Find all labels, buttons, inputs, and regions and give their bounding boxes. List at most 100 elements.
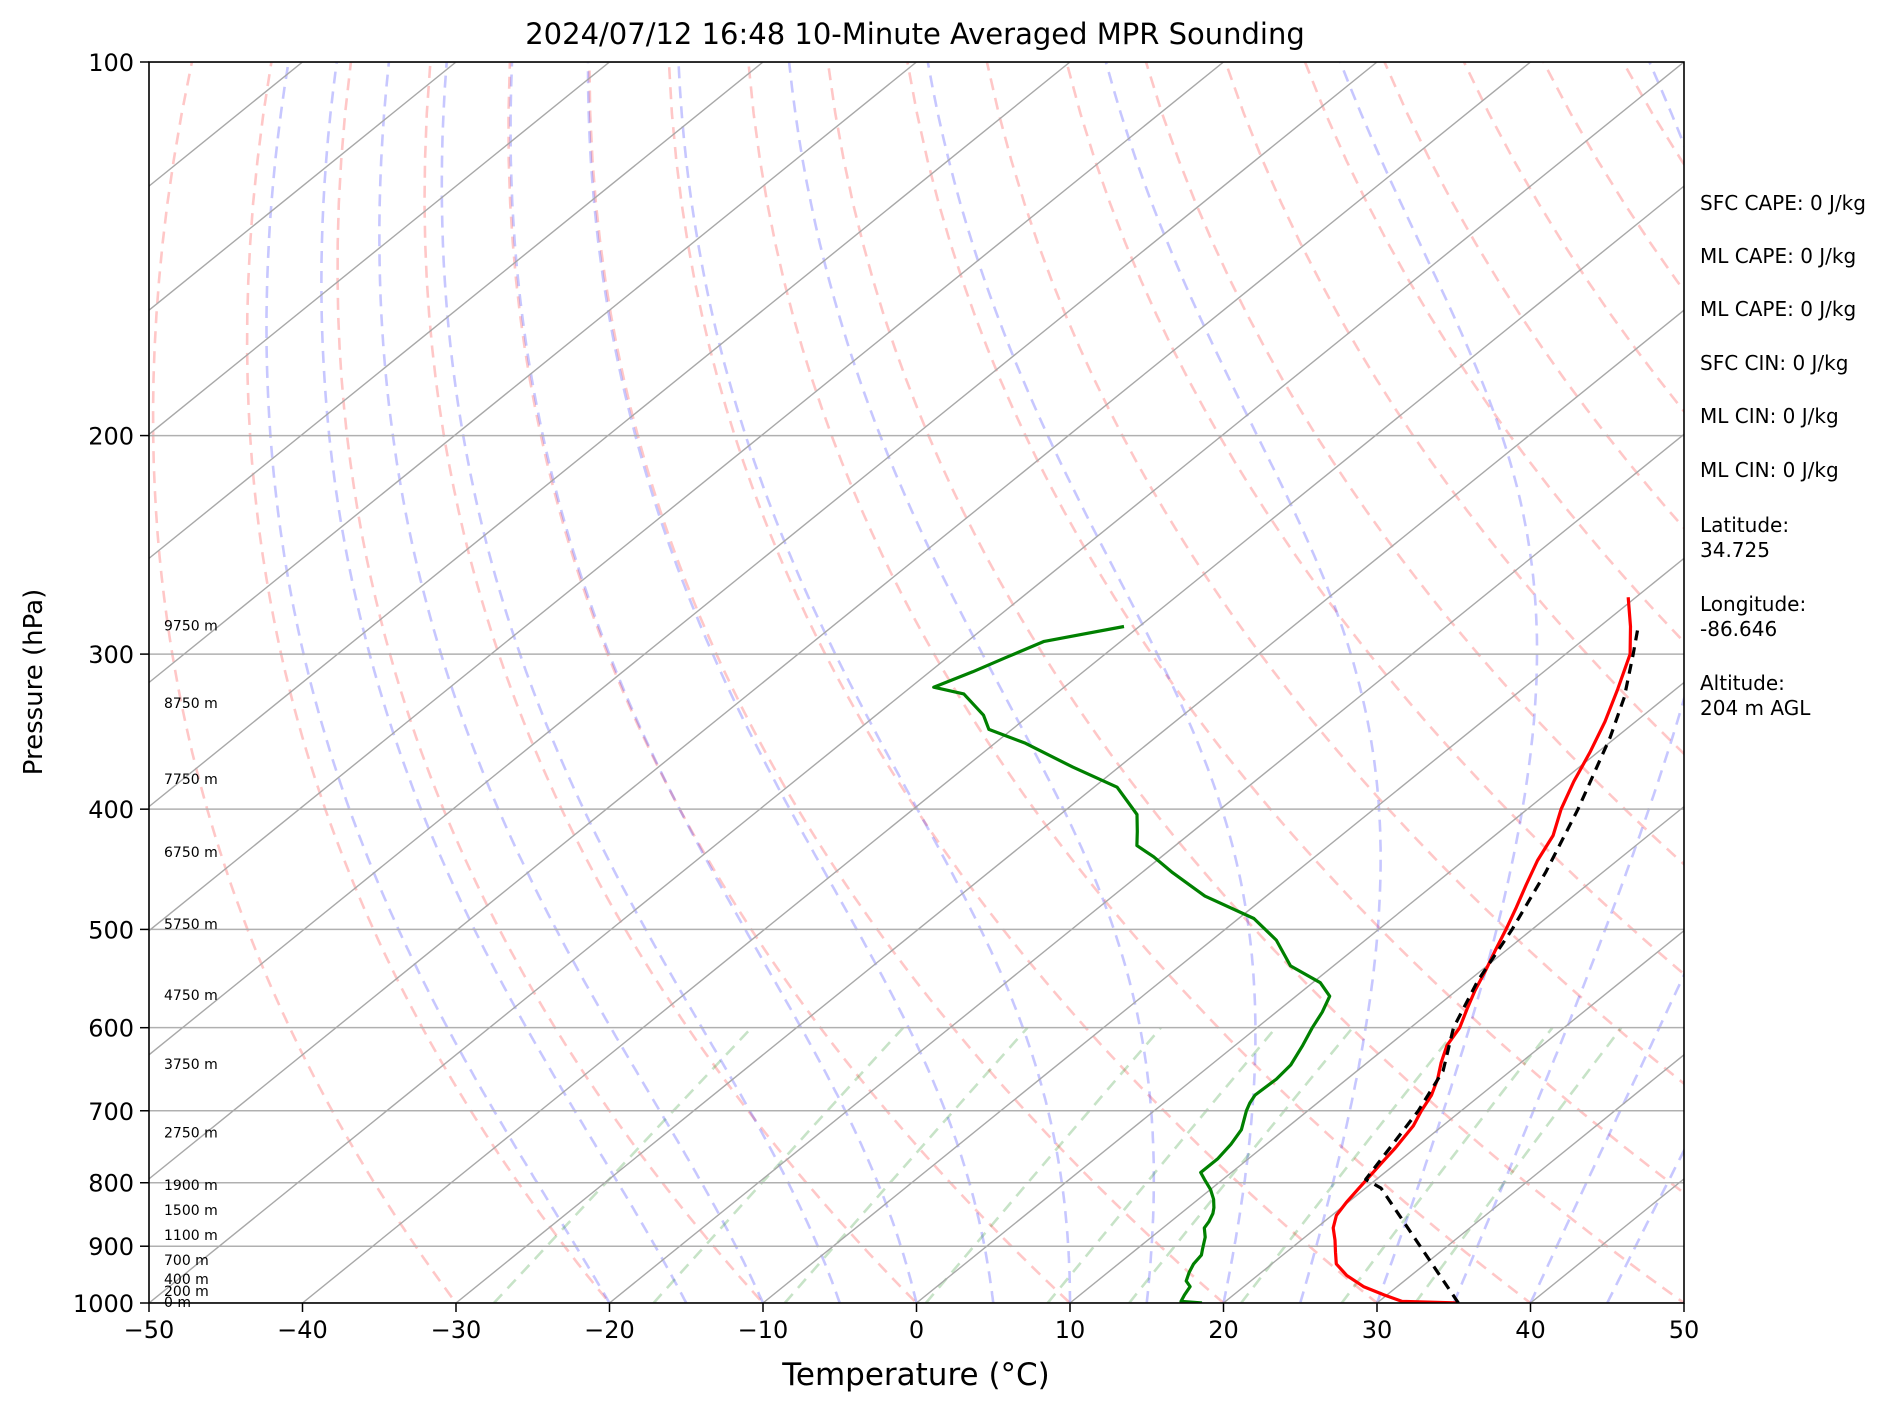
dry-adiabat [667,62,1380,1303]
moist-adiabat [1104,62,1382,1303]
y-axis-label: Pressure (hPa) [19,589,49,776]
isotherm-line [149,62,1684,1303]
temperature-line [1331,597,1633,1303]
isotherm-line [916,681,1684,1303]
y-tick-label: 500 [88,916,134,944]
isotherm-line [149,62,457,312]
moist-adiabat [586,62,995,1303]
isotherm-line [149,62,1531,1180]
y-axis-ticks: 100 200 300 400 500 600 700 800 900 1000 [73,49,149,1318]
dry-adiabat [747,62,1533,1303]
moist-adiabat [378,62,765,1303]
height-label: 3750 m [164,1057,218,1073]
height-label: 1900 m [164,1178,218,1194]
moist-adiabat [787,62,1156,1303]
dry-adiabat [1144,62,1684,867]
moist-adiabat [677,62,1072,1303]
height-label: 700 m [164,1253,209,1269]
moist-adiabat [320,62,688,1303]
height-label: 5750 m [164,917,218,933]
height-label: 2750 m [164,1125,218,1141]
mixing-ratio-line [783,1026,1029,1303]
x-tick-label: −20 [584,1316,635,1344]
y-tick-label: 300 [88,641,134,669]
moist-adiabat [1339,62,1539,1303]
chart-title: 2024/07/12 16:48 10-Minute Averaged MPR … [525,17,1305,51]
grid [149,62,1684,1303]
annotation-ml-cape-2: ML CAPE: 0 J/kg [1700,297,1856,321]
height-label: 9750 m [164,618,218,634]
dewpoint-line [932,624,1332,1303]
isotherm-line [149,62,917,684]
isotherm-line [1069,805,1684,1303]
annotation-latitude-label: Latitude: [1700,513,1789,537]
parcel-line [1364,626,1640,1303]
annotation-ml-cin-2: ML CIN: 0 J/kg [1700,458,1839,482]
isotherm-line [149,62,610,436]
x-axis-ticks: −50 −40 −30 −20 −10 0 10 20 30 40 50 [124,1303,1700,1344]
dry-adiabat [826,62,1684,1303]
moist-adiabat [926,62,1257,1303]
y-tick-label: 800 [88,1170,134,1198]
mixing-ratio-line [1046,1026,1277,1303]
dry-adiabat [507,62,1072,1303]
x-tick-label: 50 [1669,1316,1700,1344]
annotation-ml-cin: ML CIN: 0 J/kg [1700,404,1839,428]
annotation-sfc-cin: SFC CIN: 0 J/kg [1700,351,1848,375]
x-tick-label: 10 [1055,1316,1086,1344]
isotherm-line [1223,929,1684,1303]
y-tick-label: 900 [88,1233,134,1261]
annotation-latitude-value: 34.725 [1700,538,1770,562]
y-tick-label: 400 [88,796,134,824]
dry-adiabat [1224,62,1684,756]
annotation-ml-cape: ML CAPE: 0 J/kg [1700,244,1856,268]
isotherm-line [149,62,764,560]
height-label: 1500 m [164,1203,218,1219]
annotation-longitude-value: -86.646 [1700,617,1777,641]
x-tick-label: −30 [431,1316,482,1344]
isotherm-line [302,185,1684,1303]
dry-adiabat [245,62,612,1303]
height-label: 1100 m [164,1228,218,1244]
y-tick-label: 1000 [73,1290,134,1318]
isotherm-line [762,557,1684,1303]
height-label: 8750 m [164,696,218,712]
height-label: 4750 m [164,988,218,1004]
y-tick-label: 600 [88,1015,134,1043]
x-tick-label: 40 [1515,1316,1546,1344]
x-tick-label: −40 [277,1316,328,1344]
x-tick-label: −10 [738,1316,789,1344]
moist-adiabat [1452,62,1684,1303]
dry-adiabat [151,62,458,1303]
isotherm-line [1376,1053,1684,1303]
annotation-altitude-label: Altitude: [1700,671,1785,695]
mixing-ratio-line [1128,1026,1354,1303]
moist-adiabat [509,62,918,1303]
annotation-panel: SFC CAPE: 0 J/kg ML CAPE: 0 J/kg ML CAPE… [1700,191,1866,720]
isotherm-line [609,433,1684,1303]
height-label: 400 m [164,1272,209,1288]
moist-adiabat [440,62,842,1303]
y-tick-label: 100 [88,49,134,77]
height-label: 7750 m [164,772,218,788]
mixing-ratio-line [924,1026,1162,1303]
annotation-altitude-value: 204 m AGL [1700,696,1811,720]
annotation-longitude-label: Longitude: [1700,592,1806,616]
dry-adiabat [906,62,1684,1195]
height-label: 0 m [164,1295,191,1311]
moist-adiabat [265,62,611,1303]
height-label: 6750 m [164,845,218,861]
isotherm-line [455,309,1684,1303]
y-tick-label: 200 [88,423,134,451]
x-axis-label: Temperature (°C) [781,1357,1050,1393]
isotherm-line [149,62,1378,1056]
x-tick-label: 0 [909,1316,924,1344]
isotherm-line [149,62,1224,932]
height-label: 200 m [164,1284,209,1300]
isotherm-line [149,62,1071,808]
dry-adiabat [1065,62,1684,976]
x-tick-label: 20 [1208,1316,1239,1344]
y-tick-label: 700 [88,1098,134,1126]
